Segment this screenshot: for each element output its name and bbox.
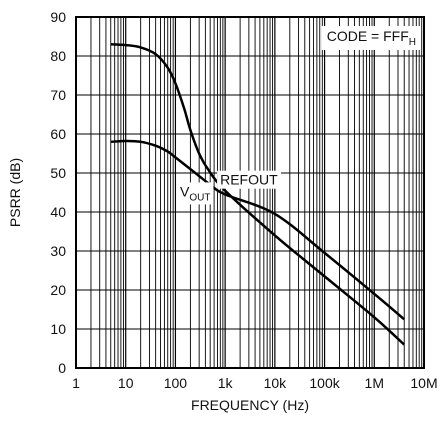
x-tick-label: 10M — [410, 375, 437, 391]
series-label-refout: REFOUT — [217, 170, 282, 189]
x-tick-label: 100 — [164, 375, 188, 391]
y-tick-label: 20 — [50, 282, 66, 298]
series-layer — [110, 43, 406, 346]
x-axis-ticks: 1 10 100 1k 10k 100k 1M 10M — [72, 375, 438, 391]
annotation: CODE = FFFH — [321, 26, 421, 50]
plot-frame — [75, 16, 425, 369]
series-label-bg — [217, 170, 282, 189]
series-line-vout — [110, 139, 406, 321]
y-tick-label: 70 — [50, 87, 66, 103]
y-tick-label: 60 — [50, 126, 66, 142]
y-tick-label: 40 — [50, 204, 66, 220]
series-labels: REFOUT VOUT — [176, 170, 282, 205]
y-tick-label: 80 — [50, 48, 66, 64]
y-tick-label: 0 — [58, 360, 66, 376]
x-tick-label: 1M — [365, 375, 384, 391]
y-tick-label: 50 — [50, 165, 66, 181]
y-axis-ticks: 0 10 20 30 40 50 60 70 80 90 — [50, 9, 66, 376]
y-tick-label: 10 — [50, 321, 66, 337]
series-line-refout — [110, 43, 406, 346]
x-tick-label: 10 — [118, 375, 134, 391]
series-label-subscript: OUT — [189, 192, 210, 203]
x-tick-label: 10k — [264, 375, 288, 391]
series-label-vout: VOUT — [176, 182, 214, 205]
code-annotation-subscript: H — [409, 37, 416, 48]
y-axis-title: PSRR (dB) — [7, 158, 23, 227]
code-annotation-bg — [321, 26, 421, 50]
code-annotation-text: CODE = FFFH — [327, 28, 416, 48]
y-tick-label: 90 — [50, 9, 66, 25]
x-tick-label: 100k — [309, 375, 340, 391]
x-tick-label: 1 — [72, 375, 80, 391]
series-label-bg — [176, 182, 214, 205]
x-axis-title: FREQUENCY (Hz) — [191, 397, 309, 413]
code-annotation: CODE = FFFH — [321, 26, 421, 50]
y-tick-label: 30 — [50, 243, 66, 259]
x-tick-label: 1k — [218, 375, 234, 391]
grid — [75, 16, 424, 369]
series-label-text: REFOUT — [220, 172, 278, 188]
